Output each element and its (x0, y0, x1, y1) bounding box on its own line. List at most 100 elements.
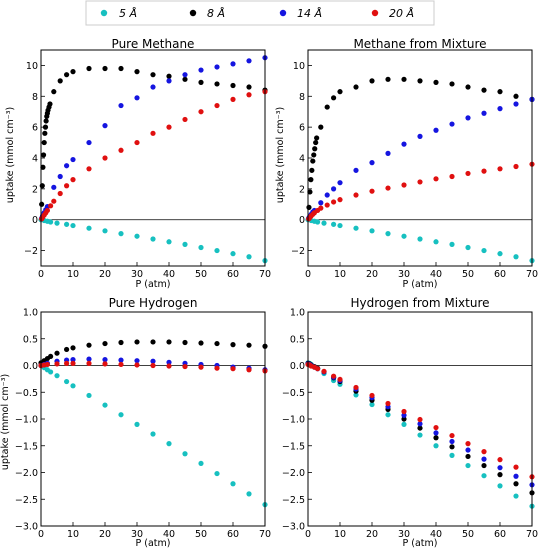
data-point (321, 220, 327, 226)
data-point (497, 472, 503, 478)
data-point (353, 192, 359, 198)
data-point (513, 163, 519, 170)
legend-label-8a: 8 Å (207, 7, 225, 20)
data-point (39, 183, 45, 189)
data-point (48, 353, 54, 360)
plot-frame (307, 49, 533, 267)
data-point (481, 473, 487, 479)
data-point (230, 96, 236, 102)
data-point (353, 225, 359, 231)
data-point (118, 339, 124, 346)
data-point (433, 239, 439, 245)
data-point (230, 61, 236, 67)
data-point (481, 87, 487, 93)
data-point (513, 93, 519, 99)
data-point (369, 78, 375, 84)
data-point (497, 251, 503, 257)
plot-frame (40, 311, 266, 527)
data-point (40, 164, 46, 170)
data-point (311, 152, 317, 158)
data-point (150, 84, 156, 90)
x-tick-label: 10 (67, 529, 79, 540)
data-point (465, 447, 471, 453)
legend-marker-5a (100, 9, 108, 17)
x-tick-label: 70 (259, 529, 271, 540)
x-tick-label: 40 (163, 269, 175, 280)
data-point (401, 76, 407, 82)
y-axis-label: uptake (mmol cm⁻³) (275, 107, 286, 203)
x-tick-label: 20 (366, 529, 378, 540)
y-tick-label: 8 (299, 92, 305, 103)
data-point (182, 363, 188, 370)
legend: 5 Å 8 Å 14 Å 20 Å (85, 0, 435, 26)
panel-title: Hydrogen from Mixture (350, 296, 489, 310)
data-point (312, 146, 318, 152)
data-point (54, 361, 60, 367)
x-tick-label: 70 (526, 269, 538, 280)
series-5 (305, 217, 535, 264)
data-point (64, 346, 70, 353)
y-tick-label: −1.5 (15, 441, 38, 452)
panel-title: Methane from Mixture (353, 37, 486, 51)
data-point (40, 152, 47, 158)
data-point (337, 376, 343, 383)
data-point (51, 198, 57, 204)
y-tick-label: −2.5 (15, 495, 38, 506)
data-point (51, 89, 57, 95)
data-point (64, 378, 70, 385)
data-point (150, 72, 156, 78)
data-point (43, 118, 49, 124)
panel-pure-hydrogen: Pure Hydrogen uptake (mmol cm⁻³) P (atm)… (0, 296, 271, 549)
data-point (337, 222, 343, 229)
data-point (401, 421, 407, 427)
y-axis-label: uptake (mmol cm⁻³) (0, 374, 11, 470)
data-point (134, 69, 140, 75)
x-tick-label: 50 (462, 269, 474, 280)
data-point (465, 441, 471, 447)
y-tick-label: 0.5 (23, 334, 38, 345)
data-point (385, 400, 391, 407)
y-tick-label: 1.0 (23, 308, 38, 319)
data-point (465, 244, 471, 251)
x-tick-label: 40 (430, 529, 442, 540)
data-point (230, 251, 236, 257)
x-tick-label: 50 (462, 529, 474, 540)
data-point (465, 462, 471, 469)
data-point (449, 444, 455, 450)
data-point (118, 357, 124, 363)
data-point (513, 473, 519, 479)
y-tick-label: 0 (32, 215, 38, 226)
x-tick-label: 50 (195, 269, 207, 280)
y-tick-label: −0.5 (15, 388, 38, 399)
data-point (51, 184, 57, 190)
y-tick-label: 2 (32, 184, 38, 195)
x-tick-label: 10 (67, 269, 79, 280)
data-point (246, 491, 252, 497)
data-point (337, 197, 343, 203)
data-point (417, 421, 423, 427)
data-point (214, 470, 220, 477)
y-tick-label: 2 (299, 184, 305, 195)
y-tick-label: −2.0 (15, 468, 38, 479)
data-point (369, 401, 375, 408)
data-point (57, 173, 63, 180)
data-point (353, 384, 359, 391)
y-tick-label: −2 (24, 246, 38, 257)
data-point (331, 186, 337, 192)
data-point (449, 81, 455, 87)
data-point (353, 84, 359, 90)
data-point (150, 362, 156, 369)
data-point (134, 233, 140, 239)
x-tick-label: 60 (227, 269, 239, 280)
plot-area: 0 10 20 30 40 50 60 70 −3.0 −2.5 −2.0 −1.5 −1.0 −0.5 0… (15, 308, 271, 541)
data-point (315, 366, 321, 372)
data-point (481, 110, 487, 116)
x-tick-label: 30 (398, 529, 410, 540)
data-point (353, 392, 359, 398)
data-point (401, 233, 407, 239)
data-point (214, 102, 220, 109)
data-point (385, 412, 391, 418)
data-point (433, 79, 439, 85)
data-point (230, 481, 236, 487)
